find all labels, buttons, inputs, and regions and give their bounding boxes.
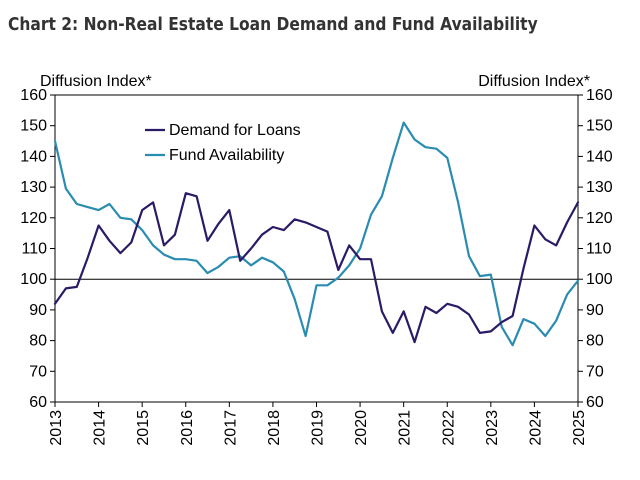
y-tick-label-left: 110 (21, 241, 47, 258)
x-tick-label: 2018 (266, 410, 283, 446)
right-y-axis: 60 70 80 90 100 110 120 130 140 150 160 (578, 87, 613, 411)
x-tick-label: 2013 (48, 410, 65, 446)
left-y-axis: 60 70 80 90 100 110 120 130 140 150 160 (20, 87, 55, 411)
x-tick-label: 2020 (353, 410, 370, 446)
plot-frame (54, 94, 579, 403)
x-tick-label: 2022 (440, 410, 457, 446)
y-tick-label-left: 130 (20, 179, 47, 196)
y-tick-label-right: 160 (586, 87, 613, 104)
y-tick-label-right: 120 (586, 210, 613, 227)
right-y-axis-title: Diffusion Index* (478, 73, 590, 90)
x-tick-label: 2023 (484, 410, 501, 446)
x-tick-label: 2015 (135, 410, 152, 446)
series-line-fund-availability (53, 121, 580, 347)
plot-border (54, 94, 579, 403)
y-tick-label-left: 150 (20, 118, 47, 135)
x-axis: 2013 2014 2015 2016 2017 2018 2019 2020 2021 2022… (48, 402, 588, 446)
x-tick-label: 2019 (310, 410, 327, 446)
y-tick-label-left: 120 (20, 210, 47, 227)
x-tick-label: 2025 (571, 410, 588, 446)
y-tick-label-left: 140 (20, 148, 47, 165)
y-tick-label-right: 60 (586, 394, 604, 411)
x-tick-label: 2021 (397, 410, 414, 446)
y-tick-label-right: 130 (586, 179, 613, 196)
series-lines (53, 121, 580, 347)
series-line-demand-for-loans (53, 192, 580, 344)
y-tick-label-right: 70 (586, 363, 604, 380)
left-y-axis-title: Diffusion Index* (40, 73, 152, 90)
x-tick-label: 2024 (527, 410, 544, 446)
y-tick-label-right: 90 (586, 302, 604, 319)
y-tick-label-right: 110 (586, 241, 612, 258)
y-tick-label-left: 90 (29, 302, 47, 319)
y-tick-label-left: 80 (29, 333, 47, 350)
y-tick-label-left: 70 (29, 363, 47, 380)
y-tick-label-left: 160 (20, 87, 47, 104)
y-tick-label-right: 140 (586, 148, 613, 165)
legend-label-demand-for-loans: Demand for Loans (169, 122, 301, 139)
chart-title: Chart 2: Non-Real Estate Loan Demand and… (8, 14, 538, 35)
y-tick-label-left: 60 (29, 394, 47, 411)
x-tick-label: 2017 (222, 410, 239, 446)
y-tick-label-right: 100 (586, 271, 613, 288)
y-tick-label-right: 80 (586, 333, 604, 350)
legend: Demand for Loans Fund Availability (145, 122, 301, 164)
x-tick-label: 2016 (179, 410, 196, 446)
x-tick-label: 2014 (92, 410, 109, 446)
y-tick-label-left: 100 (20, 271, 47, 288)
legend-label-fund-availability: Fund Availability (169, 147, 284, 164)
y-tick-label-right: 150 (586, 118, 613, 135)
